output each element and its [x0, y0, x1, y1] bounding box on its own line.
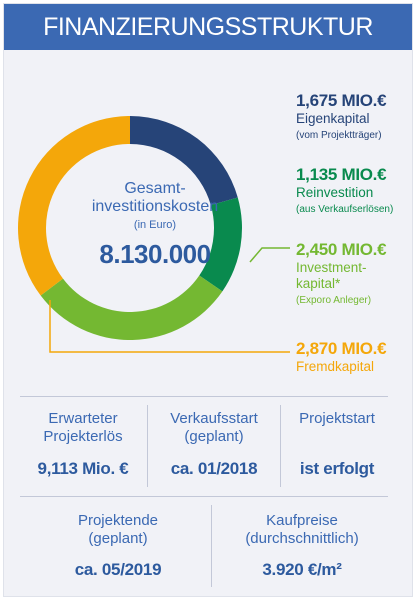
center-label-line1: Gesamt-	[124, 180, 186, 197]
legend-label: Investment-	[296, 260, 367, 275]
stat-label-line2: Projekterlös	[43, 428, 123, 445]
stat-value: ca. 05/2019	[74, 560, 162, 579]
legend-reinvestition: 1,135 MIO.€ Reinvestition (aus Verkaufse…	[296, 165, 393, 216]
stat-projektende: Projektende (geplant) ca. 05/2019	[28, 512, 208, 580]
stat-label-line2	[281, 428, 393, 446]
legend-value: 1,135 MIO.€	[296, 165, 387, 184]
stat-value: ist erfolgt	[299, 459, 375, 478]
legend-eigenkapital: 1,675 MIO.€ Eigenkapital (vom Projektträ…	[296, 91, 387, 142]
legend-sub: (aus Verkaufserlösen)	[296, 204, 394, 215]
center-unit: (in Euro)	[133, 219, 177, 231]
donut-slice-fremdkapital	[17, 116, 131, 296]
legend-label: Eigenkapital	[296, 111, 370, 126]
stat-projektstart: Projektstart ist erfolgt	[281, 410, 393, 479]
stat-projekterloes: Erwarteter Projekterlös 9,113 Mio. €	[20, 410, 146, 479]
stat-value: 3.920 €/m²	[262, 560, 342, 579]
legend-value: 1,675 MIO.€	[296, 91, 387, 110]
legend-sub: (vom Projektträger)	[296, 130, 382, 141]
stat-label: Projektende	[77, 512, 159, 529]
center-label-block: Gesamt- investitionskosten (in Euro) 8.1…	[80, 180, 230, 270]
legend-label-line2: kapital*	[296, 276, 341, 291]
stat-label-line2: (geplant)	[184, 428, 244, 445]
legend-value: 2,450 MIO.€	[296, 240, 387, 259]
divider-top	[20, 396, 388, 397]
donut-slice-investmentkapital	[40, 275, 223, 340]
legend-label: Fremdkapital	[296, 359, 375, 374]
stat-label: Projektstart	[299, 410, 375, 427]
stat-label: Kaufpreise	[266, 512, 338, 529]
center-label-line2: investitionskosten	[91, 198, 219, 215]
legend-investmentkapital: 2,450 MIO.€ Investment- kapital* (Exporo…	[296, 240, 387, 307]
stat-label-line2: (geplant)	[88, 530, 148, 547]
legend-value: 2,870 MIO.€	[296, 339, 387, 358]
stat-verkaufsstart: Verkaufsstart (geplant) ca. 01/2018	[148, 410, 280, 479]
stat-label: Verkaufsstart	[170, 410, 258, 427]
donut-slice-eigenkapital	[130, 116, 238, 206]
legend-fremdkapital: 2,870 MIO.€ Fremdkapital	[296, 339, 387, 375]
stat-label-line2: (durchschnittlich)	[245, 530, 359, 547]
stat-value: ca. 01/2018	[170, 459, 258, 478]
stat-kaufpreise: Kaufpreise (durchschnittlich) 3.920 €/m²	[212, 512, 392, 580]
divider-v3	[211, 505, 212, 587]
legend-label: Reinvestition	[296, 185, 374, 200]
header-bar: FINANZIERUNGSSTRUKTUR	[4, 4, 412, 50]
legend-sub: (Exporo Anleger)	[296, 295, 372, 306]
center-total-value: 8.130.000	[99, 239, 211, 269]
divider-middle	[20, 496, 388, 497]
divider-v2	[280, 405, 281, 487]
stat-label: Erwarteter	[48, 410, 118, 427]
stat-value: 9,113 Mio. €	[37, 459, 129, 478]
donut-slice-reinvestition	[199, 197, 243, 292]
page-title: FINANZIERUNGSSTRUKTUR	[43, 12, 373, 41]
divider-v1	[147, 405, 148, 487]
